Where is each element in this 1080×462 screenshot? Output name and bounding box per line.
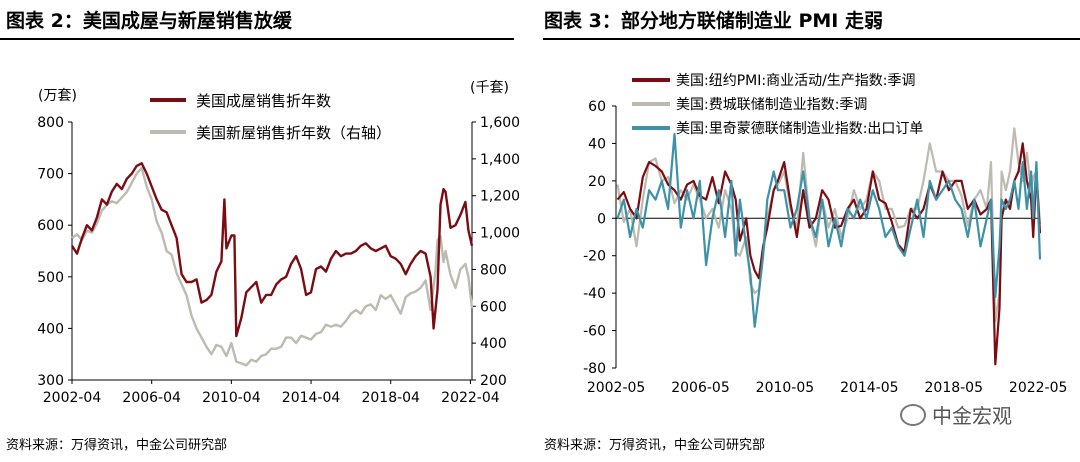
x-tick-label: 2010-04 <box>202 390 261 406</box>
right-chart: 60 40 20 0 -20 -40 -60 -80 2002-05 2006-05 2010-05… <box>583 73 1068 396</box>
legend-label-0: 美国:纽约PMI:商业活动/生产指数:季调 <box>676 73 916 89</box>
x-tick-label: 2010-05 <box>756 380 815 396</box>
y-tick-label: -20 <box>583 249 606 265</box>
x-tick-label: 2018-05 <box>925 380 984 396</box>
y-tick-label: 0 <box>597 211 606 227</box>
y-right-tick-label: 1,000 <box>480 226 520 242</box>
y-tick-label: 20 <box>588 174 606 190</box>
y-left-tick-label: 800 <box>37 115 64 131</box>
y-tick-label: -80 <box>583 361 606 377</box>
right-chart-title: 图表 3：部分地方联储制造业 PMI 走弱 <box>544 10 883 32</box>
y-left-tick-label: 700 <box>37 167 64 183</box>
x-tick-label: 2006-05 <box>671 380 730 396</box>
left-chart-title: 图表 2：美国成屋与新屋销售放缓 <box>6 10 292 32</box>
y-right-tick-label: 1,200 <box>480 189 520 205</box>
wechat-icon <box>900 404 926 426</box>
y-tick-label: -40 <box>583 286 606 302</box>
x-tick-label: 2006-04 <box>122 390 181 406</box>
y-right-tick-label: 600 <box>480 299 507 315</box>
y-right-tick-label: 1,600 <box>480 115 520 131</box>
x-tick-label: 2014-05 <box>840 380 899 396</box>
y-left-tick-label: 600 <box>37 218 64 234</box>
watermark-label: 中金宏观 <box>932 404 1012 428</box>
series-line-0 <box>616 142 1042 366</box>
y-right-tick-label: 200 <box>480 373 507 389</box>
y-right-tick-label: 400 <box>480 336 507 352</box>
x-tick-label: 2018-04 <box>361 390 420 406</box>
legend-label-0: 美国成屋销售折年数 <box>196 92 331 110</box>
series-line-1 <box>71 166 474 367</box>
legend-label-2: 美国:里奇蒙德联储制造业指数:出口订单 <box>676 120 923 137</box>
y-left-tick-label: 500 <box>37 270 64 286</box>
y-tick-label: 40 <box>588 136 606 152</box>
y-left-tick-label: 400 <box>37 321 64 337</box>
x-tick-label: 2002-04 <box>43 390 102 406</box>
y-left-tick-label: 300 <box>37 373 64 389</box>
left-chart: 800 700 600 500 400 300 1,600 1,400 1,200 1,000 80… <box>37 80 520 406</box>
x-tick-label: 2022-04 <box>441 390 500 406</box>
y-tick-label: -60 <box>583 324 606 340</box>
right-title-rule <box>543 38 1080 40</box>
left-axis-unit: (万套) <box>38 88 77 104</box>
right-source: 资料来源：万得资讯，中金公司研究部 <box>544 438 766 453</box>
x-tick-label: 2022-05 <box>1009 380 1068 396</box>
x-tick-label: 2002-05 <box>587 380 646 396</box>
watermark: 中金宏观 <box>900 400 1012 429</box>
left-source: 资料来源：万得资讯，中金公司研究部 <box>6 438 228 453</box>
y-tick-label: 60 <box>588 99 606 115</box>
right-axis-unit: (千套) <box>470 80 509 96</box>
legend-label-1: 美国新屋销售折年数（右轴） <box>196 124 391 142</box>
y-right-tick-label: 1,400 <box>480 152 520 168</box>
left-title-rule <box>0 38 514 40</box>
series-line-0 <box>70 162 474 338</box>
series-line-2 <box>616 133 1042 328</box>
legend-label-1: 美国:费城联储制造业指数:季调 <box>676 97 867 113</box>
x-tick-label: 2014-04 <box>282 390 341 406</box>
y-right-tick-label: 800 <box>480 262 507 278</box>
